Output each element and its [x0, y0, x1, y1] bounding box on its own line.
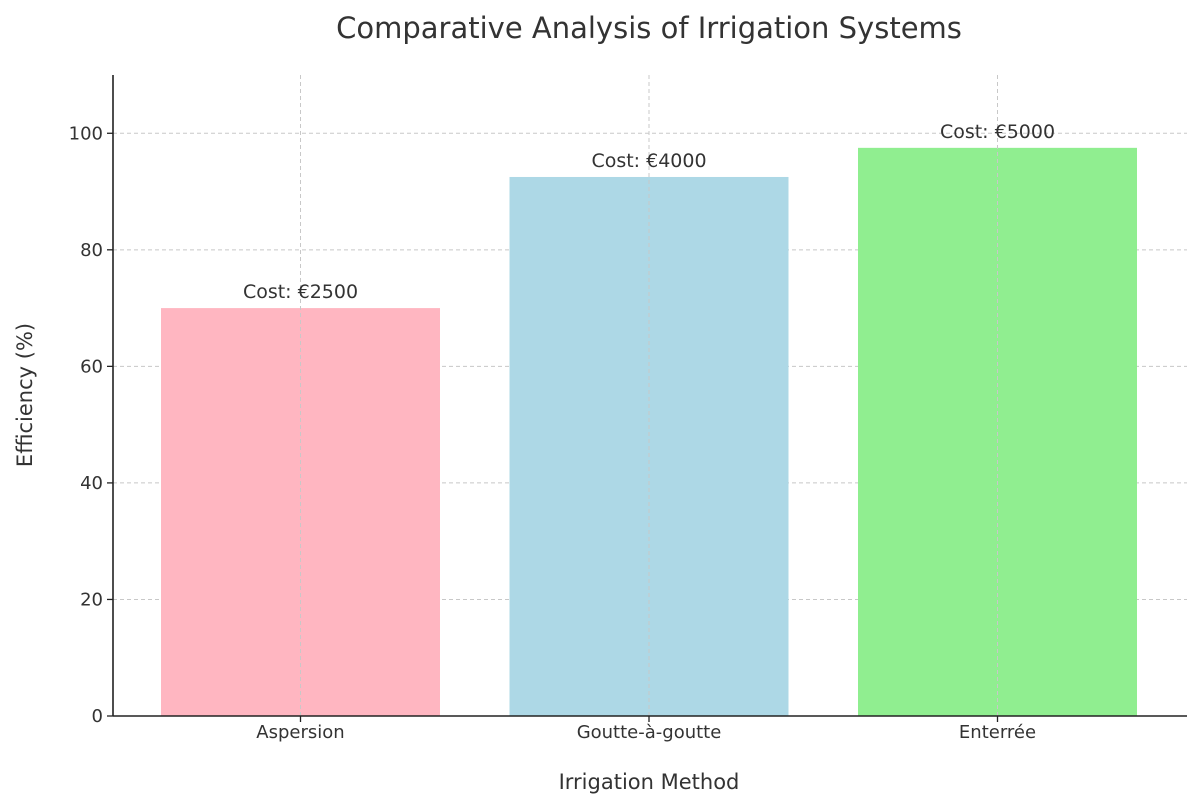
- x-tick-label: Aspersion: [256, 722, 344, 743]
- x-tick-label: Enterrée: [959, 722, 1036, 743]
- vgrid-layer: [300, 75, 998, 716]
- bar-cost-label: Cost: €5000: [940, 121, 1055, 143]
- y-tick-label: 100: [69, 123, 103, 144]
- y-axis-label: Efficiency (%): [13, 323, 37, 467]
- labels-layer: Cost: €2500 Cost: €4000 Cost: €5000: [243, 121, 1055, 303]
- bar-cost-label: Cost: €2500: [243, 281, 358, 303]
- x-axis-label: Irrigation Method: [559, 770, 740, 794]
- y-tick-label: 80: [80, 240, 103, 261]
- x-tick-label: Goutte-à-goutte: [577, 722, 722, 743]
- y-tick-label: 40: [80, 473, 103, 494]
- axes-layer: 0 20 40 60 80 100 Aspersion Goutte-à-goutte Ente…: [69, 75, 1187, 743]
- y-tick-label: 60: [80, 356, 103, 377]
- bar-cost-label: Cost: €4000: [591, 150, 706, 172]
- y-tick-label: 20: [80, 589, 103, 610]
- y-tick-label: 0: [92, 706, 103, 727]
- chart-title: Comparative Analysis of Irrigation Syste…: [336, 11, 962, 45]
